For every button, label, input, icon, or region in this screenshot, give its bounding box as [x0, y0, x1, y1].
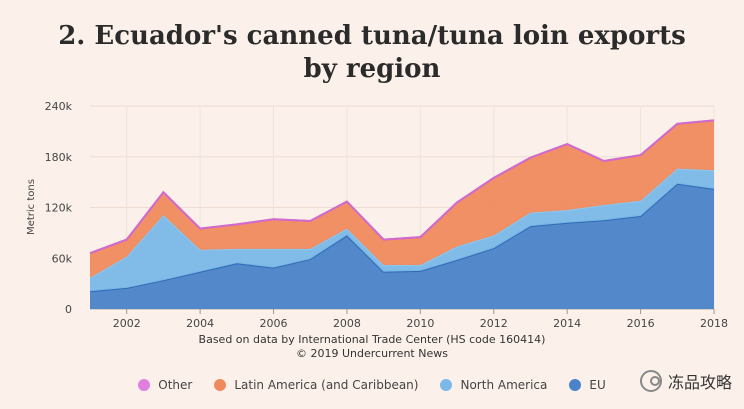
legend-item[interactable]: Latin America (and Caribbean) — [214, 378, 418, 392]
legend-label: Latin America (and Caribbean) — [234, 378, 419, 392]
area-chart: 0 60k 120k 180k 240k 2002 2004 2006 2008 2010 201… — [26, 100, 728, 330]
line-eu — [89, 182, 715, 293]
wechat-icon — [639, 370, 662, 392]
y-tick-label: 240k — [45, 100, 73, 113]
area-latin-america-and-caribbean[interactable] — [90, 120, 714, 278]
legend-item[interactable]: North America — [440, 378, 547, 392]
area-eu[interactable] — [90, 183, 714, 309]
x-tick-label: 2004 — [186, 317, 214, 330]
legend-label: EU — [589, 378, 606, 392]
y-tick-label: 180k — [45, 151, 73, 164]
x-tick-label: 2002 — [113, 317, 141, 330]
x-tick-label: 2006 — [260, 317, 288, 330]
x-tick-label: 2010 — [406, 317, 434, 330]
series-areas[interactable] — [89, 119, 715, 309]
source-note: Based on data by International Trade Cen… — [0, 333, 744, 361]
watermark-text: 冻品攻略 — [667, 373, 732, 392]
legend-marker — [214, 379, 227, 391]
source-line1: Based on data by International Trade Cen… — [198, 333, 546, 346]
y-tick-label: 0 — [65, 303, 72, 316]
x-axis-ticks: 2002 2004 2006 2008 2010 2012 2014 2016 2018 — [113, 309, 728, 330]
area-north-america[interactable] — [90, 168, 714, 292]
y-tick-label: 60k — [52, 252, 73, 265]
y-axis-label: Metric tons — [26, 179, 37, 235]
legend-item[interactable]: EU — [569, 378, 606, 392]
legend-label: Other — [158, 378, 193, 392]
source-line2: © 2019 Undercurrent News — [296, 347, 448, 360]
legend-item[interactable]: Other — [138, 378, 192, 392]
legend-label: North America — [460, 378, 548, 392]
chart-title-line2: by region — [303, 54, 441, 84]
x-tick-label: 2014 — [553, 317, 581, 330]
x-tick-label: 2008 — [333, 317, 361, 330]
chart-title: 2. Ecuador's canned tuna/tuna loin expor… — [0, 20, 744, 86]
legend-marker — [138, 379, 151, 391]
y-axis-ticks: 0 60k 120k 180k 240k — [45, 100, 73, 316]
x-tick-label: 2018 — [700, 317, 728, 330]
chart-title-line1: 2. Ecuador's canned tuna/tuna loin expor… — [58, 21, 686, 51]
legend-marker — [569, 379, 582, 391]
line-other — [89, 119, 715, 255]
legend-marker — [440, 379, 453, 391]
watermark: 冻品攻略 — [639, 369, 732, 393]
x-tick-label: 2012 — [480, 317, 508, 330]
x-tick-label: 2016 — [627, 317, 655, 330]
y-tick-label: 120k — [45, 202, 73, 215]
chart-legend: Other Latin America (and Caribbean) North … — [0, 378, 744, 392]
